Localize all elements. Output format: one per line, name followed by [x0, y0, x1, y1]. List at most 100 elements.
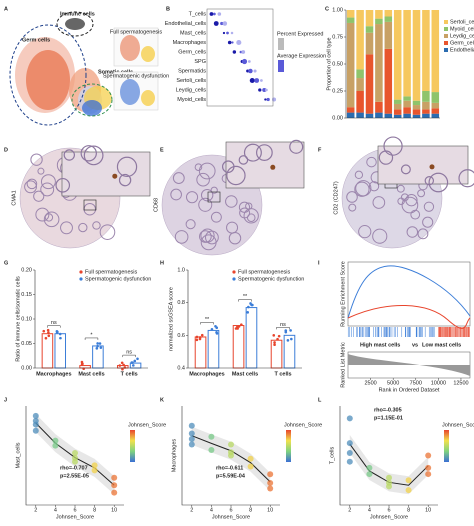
- bar-segment: [384, 10, 393, 17]
- point: [405, 477, 412, 484]
- x-axis-label: Johnsen_Score: [56, 514, 94, 520]
- bar-point: [47, 334, 51, 338]
- panel-letter: D: [4, 147, 8, 153]
- bar-point: [95, 347, 99, 350]
- dotplot-legend-title: Percent Expressed: [277, 31, 323, 37]
- bar-point: [99, 346, 103, 349]
- legend-swatch: [79, 277, 83, 281]
- dotplot-dot: [236, 39, 242, 46]
- significance: ns: [126, 350, 132, 356]
- dotplot-row-label: Leydig_cells: [176, 87, 207, 93]
- umap-cluster: [141, 46, 155, 62]
- legend-label: Spermatogenic dysfunction: [85, 276, 151, 282]
- umap-cluster: [141, 90, 155, 106]
- y-axis-label: Ratio of immune cells/somatic cells: [15, 276, 21, 362]
- es-curve-high: [347, 265, 471, 319]
- annotation: p=5.59E-04: [216, 473, 246, 479]
- dotplot-frame: [206, 8, 274, 107]
- bar-point: [240, 323, 243, 326]
- bar-segment: [375, 24, 383, 102]
- tissue-tubule: [43, 211, 60, 228]
- bar-segment: [375, 18, 383, 25]
- y-tick-label: 0.6: [177, 333, 185, 339]
- gsea-y-label: Running Enrichment Score: [340, 261, 346, 327]
- tissue-tubule: [186, 191, 199, 204]
- dotplot-dot: [241, 58, 248, 65]
- x-tick-label: 8: [93, 507, 96, 513]
- tissue-tubule: [200, 188, 214, 202]
- x-tick-label: Macrophages: [36, 371, 71, 377]
- dotplot-dot: [220, 21, 224, 26]
- bar-segment: [422, 10, 430, 91]
- dotplot-dot: [222, 31, 226, 35]
- legend-swatch: [444, 34, 448, 38]
- y-tick-label: 1.0: [177, 267, 185, 273]
- dotplot-dot: [227, 40, 232, 45]
- dotplot-dot: [231, 41, 234, 44]
- x-tick-label: 6: [387, 507, 390, 513]
- umap-outline: [56, 11, 94, 37]
- bar-point: [277, 334, 281, 338]
- point: [425, 464, 432, 471]
- point: [111, 489, 118, 496]
- dotplot-row-label: Mast_cells: [180, 30, 206, 36]
- tissue-tubule: [78, 222, 88, 233]
- bar-segment: [403, 100, 411, 108]
- y-tick-label: 0.15: [21, 292, 32, 298]
- x-tick-label: 4: [54, 507, 57, 513]
- dotplot-dot: [241, 50, 246, 54]
- colorbar-title: Johnsen_Score: [442, 422, 474, 428]
- umap-inset-title: Spermatogenic dysfunction: [103, 73, 169, 79]
- point: [386, 483, 392, 490]
- tissue-tubule: [422, 216, 434, 228]
- legend-label: Myoid_cells: [450, 26, 474, 32]
- tissue-tubule: [170, 188, 182, 201]
- bar-segment: [356, 91, 364, 113]
- bar-point: [276, 337, 279, 341]
- bar-segment: [393, 10, 402, 100]
- ranked-list: [348, 354, 470, 376]
- bar-point: [215, 331, 218, 334]
- tissue-tubule: [400, 193, 409, 202]
- legend-swatch: [444, 27, 448, 31]
- sig-bracket: [238, 299, 252, 302]
- sig-bracket: [122, 354, 136, 358]
- tissue-tubule: [24, 180, 37, 194]
- point: [72, 458, 78, 465]
- dotplot-dot: [230, 31, 234, 35]
- colorbar: [286, 430, 291, 462]
- y-tick-label: 0.50: [332, 61, 343, 67]
- bar-point: [246, 311, 249, 314]
- gsea-label-low: Low mast cells: [422, 342, 461, 348]
- point: [52, 437, 59, 444]
- point: [188, 422, 195, 429]
- tissue-tubule: [410, 209, 421, 220]
- dotplot-dot: [260, 79, 263, 82]
- point: [32, 427, 39, 434]
- bar-point: [80, 363, 84, 366]
- legend-swatch: [79, 270, 83, 274]
- bar-point: [273, 343, 276, 347]
- inset-cell: [383, 136, 403, 156]
- zoom-inset: [61, 151, 151, 197]
- point: [267, 471, 274, 478]
- significance: **: [243, 294, 248, 300]
- stained-cell: [270, 164, 276, 170]
- bar-segment: [393, 114, 402, 118]
- x-tick-label: 5000: [387, 380, 399, 386]
- point: [386, 474, 392, 481]
- dotplot-row-label: Germ_cells: [178, 49, 206, 55]
- bar-point: [215, 326, 219, 330]
- tissue-tubule: [174, 230, 189, 244]
- tissue-tubule: [196, 172, 210, 187]
- bar-segment: [412, 100, 421, 106]
- tissue-tubule: [199, 230, 212, 243]
- point: [366, 464, 373, 471]
- bar-point: [198, 337, 202, 341]
- bar-segment: [393, 99, 402, 104]
- tissue-tubule: [245, 202, 253, 210]
- dotplot-row-label: Macrophages: [173, 40, 207, 46]
- x-tick-label: 12500: [453, 380, 468, 386]
- bar-segment: [403, 107, 411, 114]
